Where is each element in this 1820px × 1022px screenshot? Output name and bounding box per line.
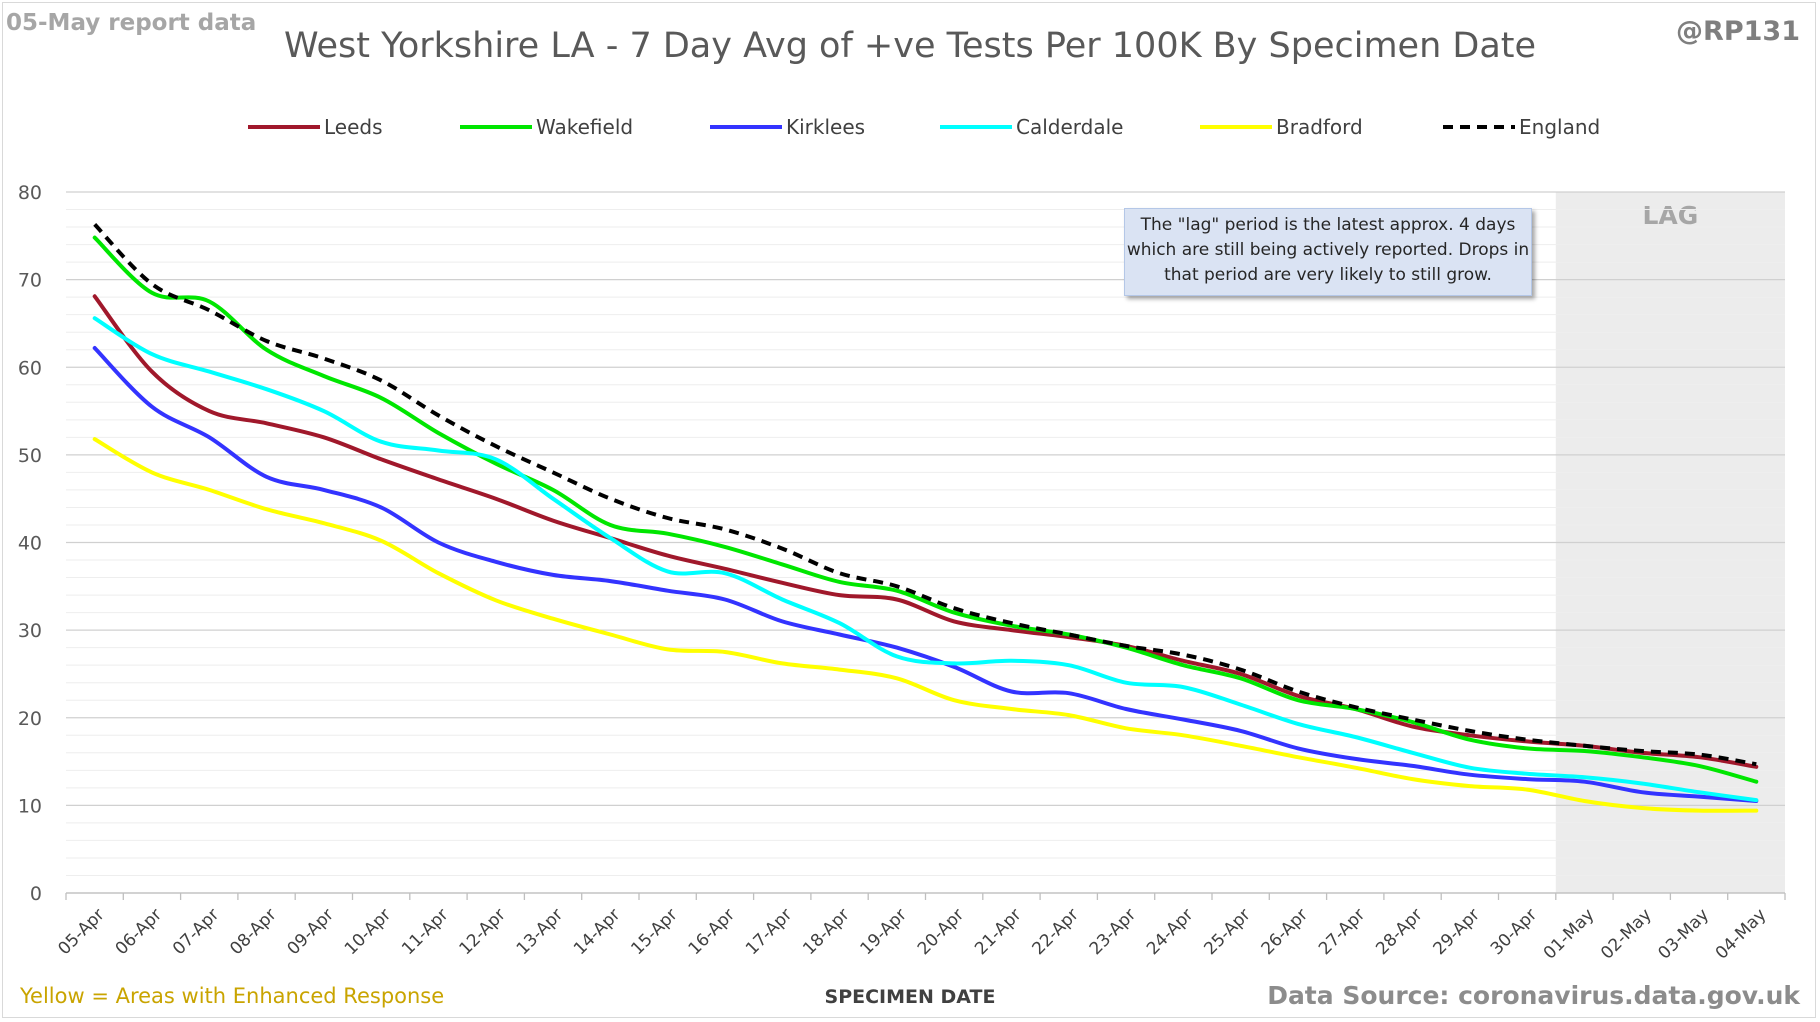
x-tick-label: 22-Apr [1028,905,1082,959]
x-tick-label: 17-Apr [742,905,796,959]
x-tick-label: 12-Apr [455,905,509,959]
x-tick-label: 15-Apr [627,905,681,959]
y-tick-label: 20 [18,708,42,730]
y-tick-label: 80 [18,182,42,204]
x-tick-label: 30-Apr [1487,905,1541,959]
x-tick-label: 27-Apr [1315,905,1369,959]
legend-label-kirklees: Kirklees [786,115,865,139]
x-tick-label: 02-May [1597,905,1656,964]
x-tick-label: 23-Apr [1086,905,1140,959]
legend-label-england: England [1519,115,1600,139]
series-line-england [93,223,1757,767]
x-tick-label: 19-Apr [857,905,911,959]
x-tick-label: 24-Apr [1143,905,1197,959]
series-line-calderdale [92,316,1759,803]
y-tick-label: 70 [18,270,42,292]
x-axis-label: SPECIMEN DATE [824,986,996,1008]
x-tick-label: 20-Apr [914,905,968,959]
series-line-leeds [92,294,1759,769]
chart-title: West Yorkshire LA - 7 Day Avg of +ve Tes… [283,26,1537,66]
x-tick-label: 04-May [1712,905,1771,964]
legend-label-calderdale: Calderdale [1016,115,1123,139]
x-tick-label: 07-Apr [169,905,223,959]
lag-label: LAG [1642,201,1698,230]
x-tick-label: 26-Apr [1258,905,1312,959]
legend-label-bradford: Bradford [1276,115,1363,139]
x-tick-label: 25-Apr [1200,905,1254,959]
x-tick-label: 08-Apr [226,905,280,959]
y-tick-label: 10 [18,795,42,817]
legend-label-leeds: Leeds [324,115,383,139]
y-tick-label: 60 [18,357,42,379]
x-tick-label: 14-Apr [570,905,624,959]
series-line-kirklees [92,346,1759,803]
author-handle: @RP131 [1676,16,1800,47]
lag-annotation: The "lag" period is the latest approx. 4… [1124,208,1532,296]
x-tick-label: 01-May [1540,905,1599,964]
y-tick-label: 30 [18,620,42,642]
y-tick-label: 0 [30,883,42,905]
x-tick-label: 13-Apr [513,905,567,959]
enhanced-response-note: Yellow = Areas with Enhanced Response [20,984,445,1008]
report-date: 05-May report data [6,10,257,36]
x-tick-label: 28-Apr [1372,905,1426,959]
series-line-wakefield [92,235,1759,784]
x-tick-label: 29-Apr [1430,905,1484,959]
x-tick-label: 05-Apr [54,905,108,959]
x-tick-label: 03-May [1654,905,1713,964]
x-tick-label: 06-Apr [112,905,166,959]
x-tick-label: 18-Apr [799,905,853,959]
x-tick-label: 11-Apr [398,905,452,959]
legend-label-wakefield: Wakefield [536,115,633,139]
x-tick-label: 10-Apr [341,905,395,959]
y-tick-label: 40 [18,533,42,555]
series-line-bradford [92,437,1759,813]
y-tick-label: 50 [18,445,42,467]
x-tick-label: 09-Apr [284,905,338,959]
data-source: Data Source: coronavirus.data.gov.uk [1267,981,1800,1010]
x-tick-label: 16-Apr [685,905,739,959]
x-tick-label: 21-Apr [971,905,1025,959]
